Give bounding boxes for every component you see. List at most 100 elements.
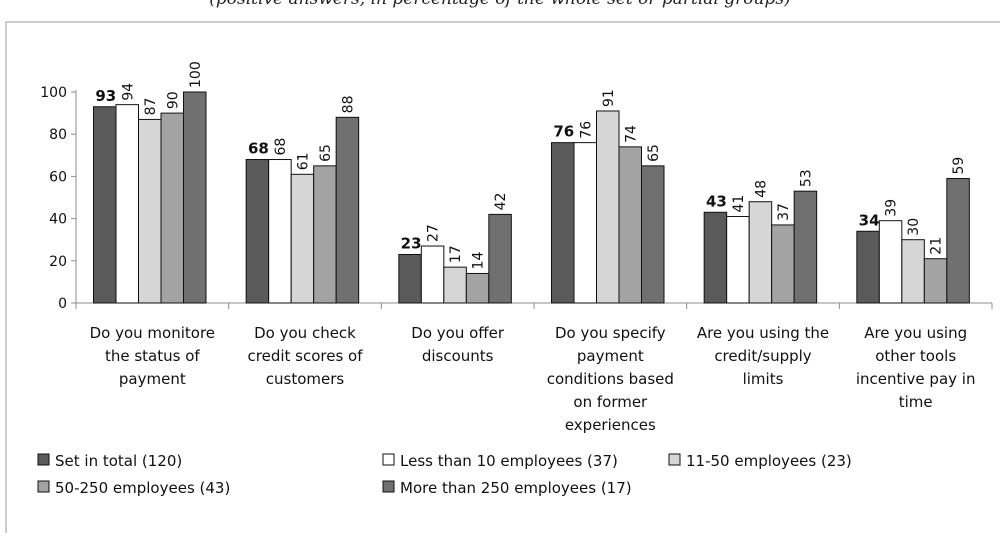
- bar-value-label: 17: [448, 245, 464, 263]
- x-category-label: other tools: [875, 347, 956, 365]
- bar: [443, 266, 467, 304]
- legend-label: Set in total (120): [55, 452, 182, 470]
- bar-value-label: 48: [753, 180, 769, 198]
- bar: [878, 220, 903, 304]
- bar-value-label: 91: [601, 89, 617, 107]
- bar: [596, 110, 620, 304]
- bar-value-label: 65: [318, 144, 334, 162]
- bar: [703, 211, 728, 304]
- bar: [726, 215, 750, 304]
- x-category-label: discounts: [422, 347, 494, 365]
- bar-value-label: 14: [471, 252, 487, 270]
- bar: [856, 230, 880, 304]
- bar-value-label: 76: [578, 121, 594, 139]
- bar: [290, 173, 315, 304]
- x-category-label: on former: [573, 393, 648, 411]
- legend-swatch: [37, 453, 50, 466]
- x-category-label: payment: [119, 370, 186, 388]
- legend-swatch: [382, 480, 395, 493]
- x-category-label: incentive pay in: [856, 370, 976, 388]
- bar: [465, 272, 490, 304]
- bar-value-label: 30: [906, 218, 922, 236]
- chart-area-border: [5, 21, 1000, 533]
- x-category-label: Are you using the: [697, 324, 829, 342]
- bar: [245, 159, 270, 304]
- bar: [183, 91, 207, 304]
- bar: [618, 146, 642, 304]
- bar: [946, 178, 970, 304]
- x-category-label: experiences: [565, 416, 656, 434]
- bar-value-label: 27: [426, 224, 442, 242]
- bar-value-label: 90: [165, 91, 181, 109]
- legend-label: 50-250 employees (43): [55, 479, 230, 497]
- chart-subtitle: (positive answers, in percentage of the …: [0, 0, 1000, 9]
- bar-value-label: 61: [295, 152, 311, 170]
- bar: [160, 112, 184, 304]
- bar: [551, 142, 575, 304]
- bar-value-label: 42: [493, 193, 509, 211]
- x-category-label: Are you using: [864, 324, 967, 342]
- bar: [398, 253, 422, 304]
- bar: [793, 190, 818, 304]
- x-category-label: Do you check: [254, 324, 356, 342]
- bar-value-label: 68: [248, 140, 269, 158]
- x-category-label: credit/supply: [714, 347, 811, 365]
- bar-value-label: 39: [884, 199, 900, 217]
- bar: [420, 245, 445, 304]
- legend-swatch: [37, 480, 50, 493]
- bar: [573, 142, 597, 304]
- x-category-label: credit scores of: [248, 347, 364, 365]
- bar-value-label: 65: [646, 144, 662, 162]
- legend-label: Less than 10 employees (37): [400, 452, 618, 470]
- x-category-label: customers: [266, 370, 345, 388]
- x-category-label: payment: [577, 347, 644, 365]
- x-category-label: time: [899, 393, 933, 411]
- y-tick-label: 20: [49, 254, 67, 270]
- bar: [138, 118, 162, 304]
- bar: [748, 201, 773, 304]
- bar: [641, 165, 665, 304]
- legend-label: More than 250 employees (17): [400, 479, 632, 497]
- bar-value-label: 68: [273, 138, 289, 156]
- bar: [93, 106, 117, 304]
- x-category-label: Do you monitore: [90, 324, 215, 342]
- bar: [268, 159, 292, 304]
- legend-label: 11-50 employees (23): [686, 452, 852, 470]
- bar-value-label: 43: [706, 192, 727, 210]
- bar-value-label: 74: [623, 125, 639, 143]
- x-category-label: Do you specify: [555, 324, 666, 342]
- y-tick-label: 60: [49, 169, 67, 185]
- legend-swatch: [382, 453, 395, 466]
- y-tick-label: 0: [58, 296, 67, 312]
- bar-value-label: 53: [798, 169, 814, 187]
- legend-swatch: [668, 453, 681, 466]
- bar-value-label: 37: [776, 203, 792, 221]
- bar-value-label: 94: [120, 83, 136, 101]
- y-tick-label: 80: [49, 127, 67, 143]
- bar: [313, 165, 337, 304]
- bar: [923, 258, 948, 304]
- y-tick-label: 40: [49, 212, 67, 228]
- bar-value-label: 23: [401, 234, 422, 252]
- bar-value-label: 41: [731, 195, 747, 213]
- bar-value-label: 34: [859, 211, 880, 229]
- bar: [115, 104, 139, 304]
- x-category-label: limits: [743, 370, 784, 388]
- x-category-label: the status of: [105, 347, 200, 365]
- bar-value-label: 88: [340, 95, 356, 113]
- bar: [488, 213, 512, 304]
- bar-value-label: 21: [929, 237, 945, 255]
- x-category-label: Do you offer: [411, 324, 505, 342]
- bar: [335, 116, 360, 304]
- bar-value-label: 76: [553, 123, 574, 141]
- bar-value-label: 100: [188, 61, 204, 88]
- bar-value-label: 59: [951, 157, 967, 175]
- bar-value-label: 93: [95, 87, 116, 105]
- bar: [771, 224, 795, 304]
- y-tick-label: 100: [40, 85, 67, 101]
- x-category-label: conditions based: [547, 370, 674, 388]
- bar-value-label: 87: [143, 98, 159, 116]
- bar: [901, 239, 925, 304]
